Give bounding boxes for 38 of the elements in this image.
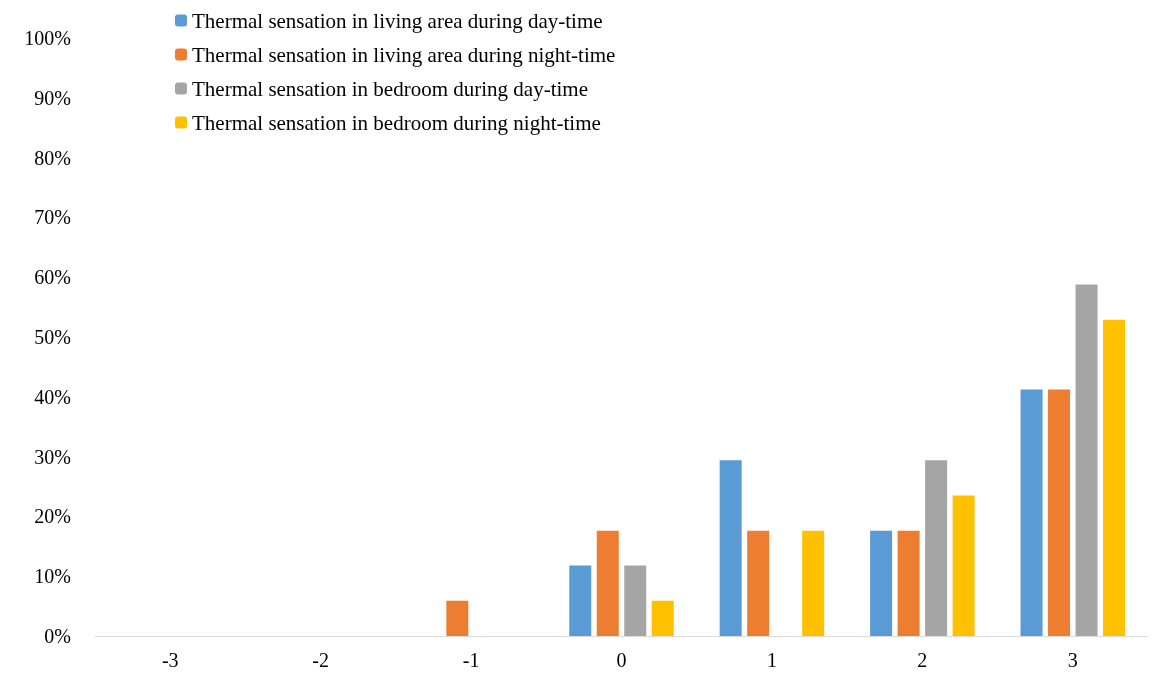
bar xyxy=(925,460,948,636)
x-tick-label: -3 xyxy=(161,649,179,671)
bar xyxy=(624,565,647,636)
bar xyxy=(446,600,469,636)
y-tick-label: 20% xyxy=(34,505,71,528)
bar xyxy=(569,565,592,636)
x-tick-label: 2 xyxy=(917,649,928,671)
y-tick-label: 90% xyxy=(34,86,71,109)
bar xyxy=(1020,389,1043,636)
x-tick-label: -1 xyxy=(462,649,480,671)
bar xyxy=(596,530,619,636)
y-tick-label: 100% xyxy=(24,27,71,49)
y-tick-label: 80% xyxy=(34,146,71,169)
bar xyxy=(1103,319,1126,636)
x-tick-label: 3 xyxy=(1067,649,1078,671)
legend-label: Thermal sensation in living area during day-time xyxy=(192,8,603,33)
bar xyxy=(1075,284,1098,636)
bar xyxy=(747,530,770,636)
bar xyxy=(802,530,825,636)
y-tick-label: 30% xyxy=(34,445,71,468)
bar xyxy=(651,600,674,636)
bar xyxy=(952,495,975,636)
y-tick-label: 70% xyxy=(34,206,71,229)
legend-label: Thermal sensation in bedroom during night-time xyxy=(192,110,601,135)
y-tick-label: 10% xyxy=(34,565,71,588)
x-tick-label: -2 xyxy=(312,649,329,671)
x-tick-label: 0 xyxy=(616,649,627,671)
bar xyxy=(1048,389,1071,636)
x-tick-label: 1 xyxy=(766,649,777,671)
legend-label: Thermal sensation in bedroom during day-time xyxy=(192,76,588,101)
y-tick-label: 40% xyxy=(34,385,71,408)
bar xyxy=(719,460,742,636)
bar xyxy=(897,530,920,636)
y-tick-label: 50% xyxy=(34,326,71,348)
legend-label: Thermal sensation in living area during night-time xyxy=(192,42,616,67)
y-tick-label: 0% xyxy=(44,625,71,647)
y-tick-label: 60% xyxy=(34,266,71,289)
bar xyxy=(870,530,893,636)
